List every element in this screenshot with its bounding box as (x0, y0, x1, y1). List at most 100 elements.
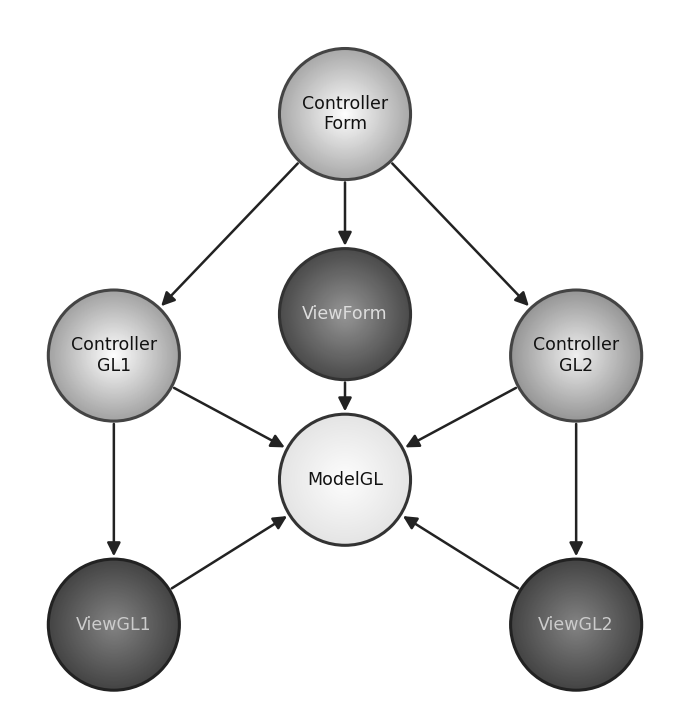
Circle shape (317, 86, 373, 142)
Circle shape (314, 283, 376, 345)
Circle shape (323, 457, 367, 502)
Circle shape (532, 580, 620, 669)
Circle shape (76, 587, 152, 662)
Circle shape (323, 92, 367, 136)
Circle shape (60, 302, 168, 410)
Circle shape (59, 570, 169, 679)
Circle shape (310, 79, 380, 149)
Circle shape (511, 290, 642, 421)
Circle shape (550, 330, 602, 382)
Circle shape (101, 612, 126, 637)
Circle shape (550, 598, 602, 651)
Circle shape (514, 562, 638, 687)
Circle shape (566, 345, 586, 366)
Circle shape (69, 310, 159, 401)
Circle shape (104, 614, 124, 635)
Circle shape (110, 621, 117, 628)
Circle shape (52, 563, 175, 686)
Circle shape (305, 74, 385, 154)
Circle shape (88, 598, 140, 651)
Circle shape (538, 318, 614, 393)
Circle shape (109, 350, 119, 360)
Circle shape (286, 421, 404, 538)
Circle shape (311, 281, 379, 348)
Circle shape (313, 448, 377, 512)
Circle shape (83, 595, 144, 655)
Circle shape (322, 292, 368, 337)
Circle shape (281, 416, 409, 544)
Circle shape (572, 351, 580, 360)
Circle shape (544, 592, 609, 658)
Circle shape (544, 324, 608, 388)
Circle shape (335, 103, 355, 125)
Circle shape (516, 296, 636, 416)
Circle shape (101, 343, 126, 368)
Text: ViewGL1: ViewGL1 (76, 615, 152, 634)
Circle shape (320, 289, 370, 339)
Circle shape (106, 348, 121, 363)
Circle shape (336, 305, 354, 323)
Circle shape (533, 312, 620, 399)
Circle shape (324, 93, 366, 134)
Circle shape (514, 293, 638, 418)
Circle shape (571, 620, 581, 630)
Circle shape (297, 266, 393, 362)
Circle shape (551, 330, 602, 381)
Circle shape (279, 49, 411, 180)
Circle shape (279, 414, 411, 545)
Circle shape (575, 355, 577, 356)
Circle shape (111, 623, 117, 627)
Circle shape (88, 330, 140, 382)
Circle shape (324, 93, 366, 136)
Circle shape (71, 313, 157, 398)
Circle shape (542, 590, 611, 659)
Circle shape (518, 567, 634, 683)
Circle shape (113, 624, 115, 625)
Circle shape (293, 263, 397, 365)
Circle shape (337, 106, 353, 122)
Circle shape (549, 327, 604, 383)
Circle shape (530, 309, 622, 401)
Circle shape (522, 302, 630, 410)
Circle shape (344, 313, 346, 315)
Circle shape (540, 320, 612, 391)
Circle shape (54, 296, 174, 416)
Circle shape (55, 566, 173, 684)
Circle shape (101, 612, 127, 638)
Circle shape (104, 345, 124, 366)
Circle shape (281, 50, 409, 178)
Circle shape (534, 314, 618, 397)
Circle shape (78, 589, 150, 661)
Circle shape (319, 289, 371, 340)
Circle shape (560, 609, 592, 640)
Circle shape (524, 572, 629, 677)
Circle shape (106, 348, 122, 364)
Circle shape (79, 320, 149, 391)
Circle shape (303, 272, 387, 356)
Circle shape (100, 342, 128, 370)
Circle shape (84, 326, 144, 385)
Circle shape (320, 455, 370, 504)
Circle shape (322, 90, 368, 138)
Circle shape (328, 463, 362, 496)
Circle shape (327, 296, 363, 332)
Circle shape (99, 610, 128, 640)
Circle shape (65, 576, 163, 673)
Circle shape (342, 111, 348, 117)
Circle shape (77, 319, 150, 393)
Circle shape (573, 621, 580, 628)
Circle shape (562, 342, 590, 370)
Circle shape (536, 584, 616, 665)
Circle shape (301, 270, 389, 358)
Circle shape (303, 438, 387, 521)
Circle shape (60, 571, 168, 679)
Circle shape (80, 322, 148, 389)
Circle shape (519, 567, 633, 682)
Circle shape (72, 583, 156, 666)
Circle shape (322, 91, 368, 137)
Circle shape (110, 353, 117, 359)
Circle shape (545, 594, 607, 656)
Circle shape (540, 589, 612, 661)
Circle shape (87, 597, 141, 652)
Circle shape (70, 312, 158, 400)
